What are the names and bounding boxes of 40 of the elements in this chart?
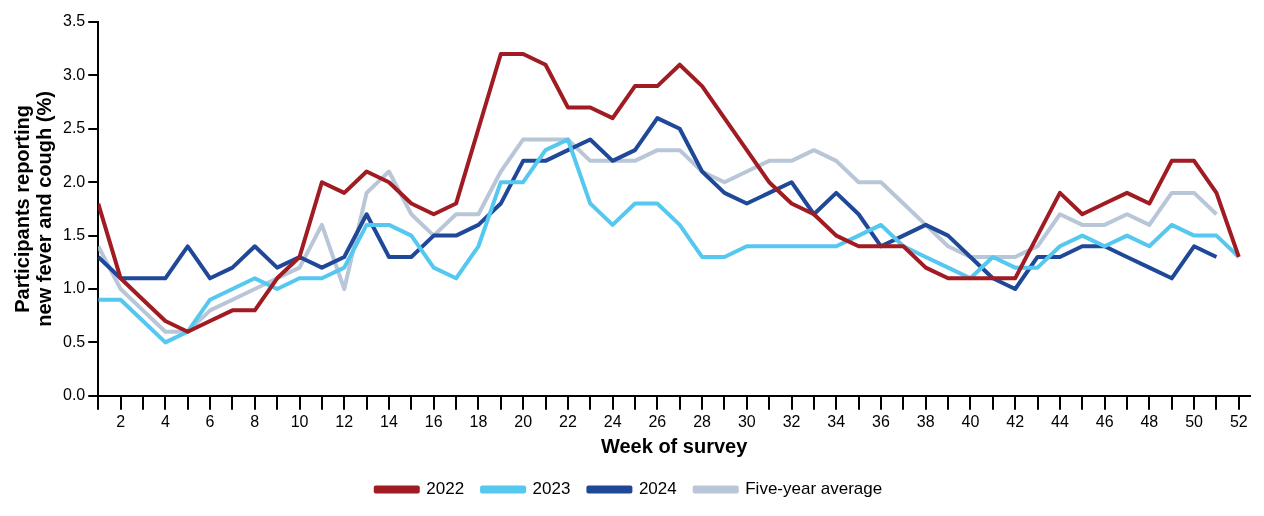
y-tick-label: 2.5 <box>62 119 86 137</box>
x-tick-label: 36 <box>872 412 890 430</box>
x-tick-label: 26 <box>648 412 667 430</box>
x-tick-label: 14 <box>380 412 398 430</box>
x-tick-label: 10 <box>290 412 309 430</box>
x-tick-label: 48 <box>1140 412 1159 430</box>
x-tick-label: 4 <box>160 412 170 430</box>
x-tick-label: 18 <box>469 412 488 430</box>
x-tick-label: 24 <box>603 412 622 430</box>
legend-label: 2023 <box>532 479 571 499</box>
x-tick-label: 46 <box>1095 412 1114 430</box>
y-tick-label: 1.0 <box>62 279 86 297</box>
y-axis-title: Participants reporting new fever and cough (%) <box>10 91 55 327</box>
x-tick-label: 52 <box>1229 412 1248 430</box>
y-tick-label: 1.5 <box>62 226 86 244</box>
x-tick-label: 2 <box>116 412 126 430</box>
x-tick-label: 22 <box>558 412 577 430</box>
x-tick-label: 20 <box>514 412 533 430</box>
x-tick-label: 42 <box>1006 412 1025 430</box>
legend-label: 2024 <box>638 479 677 499</box>
y-tick-label: 3.5 <box>62 12 86 30</box>
x-tick-label: 44 <box>1051 412 1069 430</box>
x-tick-label: 50 <box>1185 412 1204 430</box>
y-tick-label: 2.0 <box>62 172 86 190</box>
y-tick-label: 0.0 <box>62 386 86 404</box>
x-axis-title: Week of survey <box>600 434 749 457</box>
x-tick-label: 32 <box>782 412 801 430</box>
x-tick-label: 12 <box>335 412 354 430</box>
x-tick-label: 8 <box>250 412 260 430</box>
x-tick-label: 6 <box>205 412 215 430</box>
y-tick-label: 3.0 <box>62 65 86 83</box>
x-tick-label: 30 <box>737 412 756 430</box>
y-tick-label: 0.5 <box>62 332 86 350</box>
x-tick-label: 38 <box>916 412 935 430</box>
x-tick-label: 40 <box>961 412 980 430</box>
legend-label: Five-year average <box>745 479 883 499</box>
legend-label: 2022 <box>426 479 465 499</box>
x-tick-label: 16 <box>424 412 443 430</box>
x-tick-label: 34 <box>827 412 846 430</box>
x-tick-label: 28 <box>693 412 712 430</box>
